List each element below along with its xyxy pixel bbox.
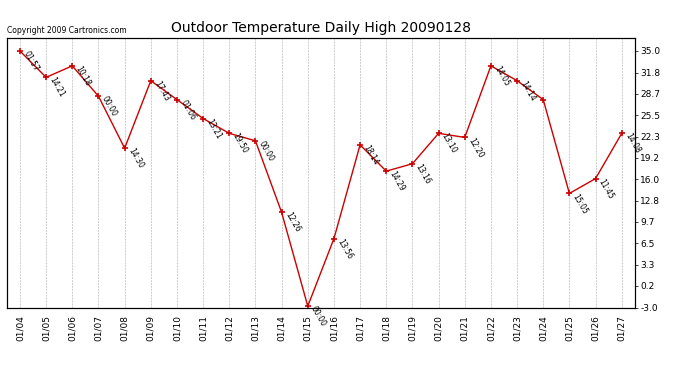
Title: Outdoor Temperature Daily High 20090128: Outdoor Temperature Daily High 20090128	[171, 21, 471, 35]
Text: 14:08: 14:08	[623, 132, 642, 155]
Text: Copyright 2009 Cartronics.com: Copyright 2009 Cartronics.com	[7, 26, 126, 35]
Text: 01:06: 01:06	[178, 98, 197, 122]
Text: 18:14: 18:14	[362, 143, 380, 166]
Text: 13:56: 13:56	[335, 237, 354, 261]
Text: 01:57: 01:57	[21, 50, 40, 73]
Text: 13:16: 13:16	[414, 162, 433, 186]
Text: 17:43: 17:43	[152, 79, 171, 103]
Text: 10:18: 10:18	[74, 64, 92, 88]
Text: 00:00: 00:00	[100, 95, 119, 118]
Text: 11:45: 11:45	[597, 177, 615, 201]
Text: 12:20: 12:20	[466, 136, 485, 159]
Text: 13:10: 13:10	[440, 132, 459, 155]
Text: 12:26: 12:26	[283, 211, 302, 234]
Text: 15:05: 15:05	[571, 192, 589, 216]
Text: 00:00: 00:00	[257, 140, 275, 163]
Text: 14:14: 14:14	[518, 79, 537, 103]
Text: 14:05: 14:05	[492, 64, 511, 88]
Text: 19:50: 19:50	[230, 132, 249, 155]
Text: 14:29: 14:29	[388, 170, 406, 193]
Text: 14:21: 14:21	[48, 76, 66, 99]
Text: 00:00: 00:00	[309, 305, 328, 328]
Text: 14:30: 14:30	[126, 147, 145, 170]
Text: 13:21: 13:21	[204, 117, 223, 140]
